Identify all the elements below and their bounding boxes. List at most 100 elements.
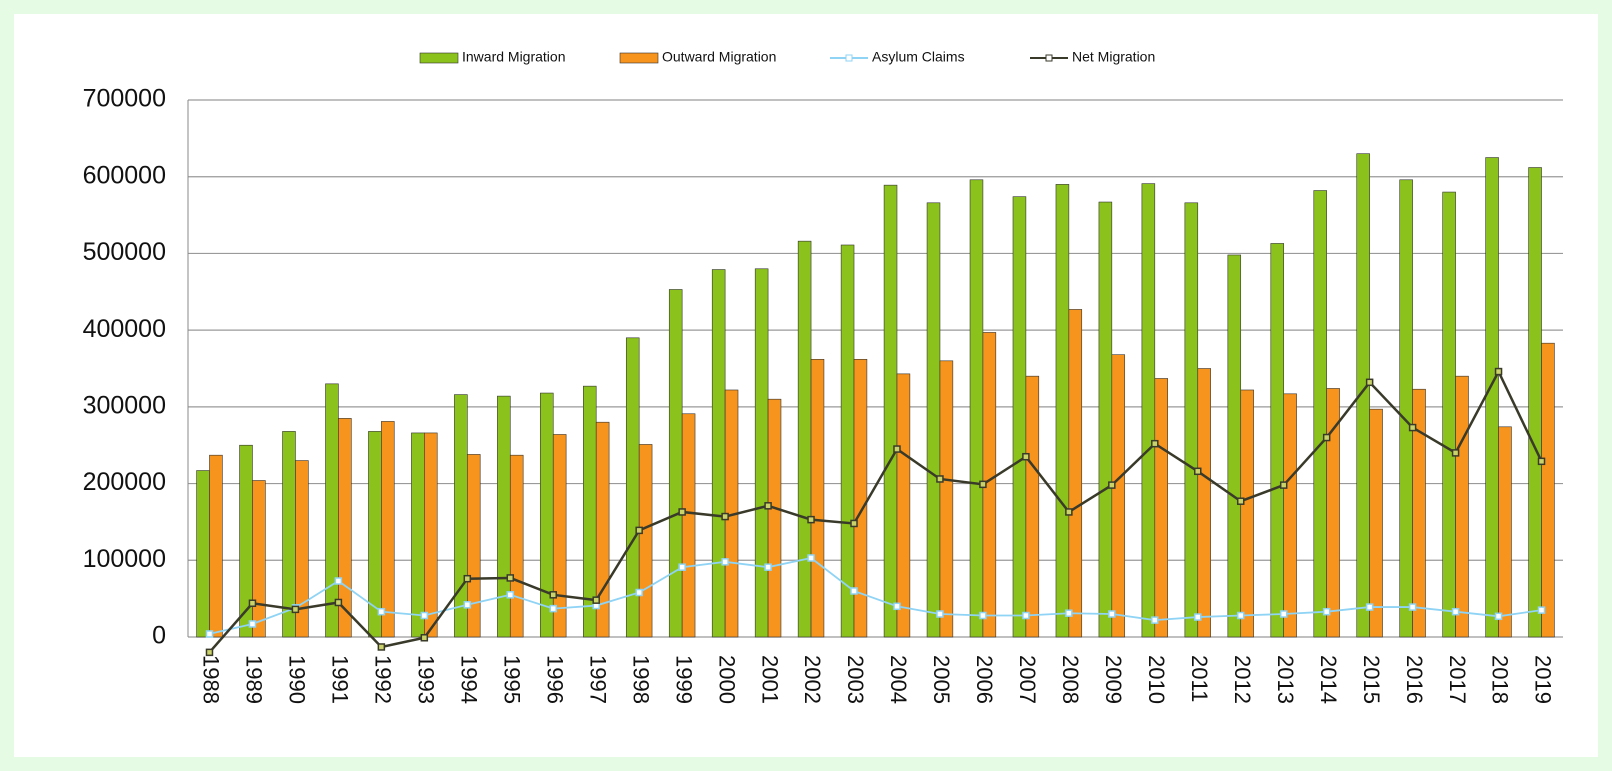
bar [411,432,425,638]
bar [797,240,812,638]
bar [209,454,223,638]
bar [896,373,911,638]
bar [883,184,898,638]
y-tick-label: 700000 [83,85,166,113]
bar [668,289,683,638]
marker [463,574,472,583]
x-tick-label: 2003 [843,655,868,704]
x-tick-label: 2006 [972,655,997,704]
marker [1451,607,1460,616]
marker [1451,449,1460,457]
bar [466,454,481,638]
bar [1025,375,1040,638]
x-tick-label: 1988 [199,655,224,704]
marker [420,634,429,642]
bar [1399,179,1413,638]
y-tick-label: 300000 [83,391,166,419]
marker [721,558,729,566]
marker [678,508,686,516]
bar [1528,167,1542,638]
marker [205,648,214,657]
marker [979,480,987,489]
bar [239,444,253,638]
bar [1412,388,1426,638]
bar [711,269,726,638]
marker [893,445,901,453]
bar [454,394,468,638]
marker [807,515,815,524]
bar [1227,254,1242,638]
x-tick-label: 2019 [1531,655,1556,704]
marker [1365,378,1374,387]
x-tick-label: 1991 [328,655,353,704]
bar [939,360,954,638]
marker [1108,481,1116,489]
bar [424,432,438,638]
marker [1322,433,1331,442]
marker [1408,603,1417,611]
x-tick-label: 2011 [1187,655,1212,702]
bar [1068,309,1083,638]
marker [549,604,557,613]
x-tick-label: 2014 [1316,655,1341,704]
legend-swatch [419,52,459,64]
marker [635,526,643,535]
bar [295,460,309,638]
y-tick-label: 400000 [83,315,166,343]
marker [1022,611,1030,620]
marker [1194,613,1202,621]
x-tick-label: 2012 [1230,655,1255,704]
bar [1485,157,1499,638]
x-tick-label: 2018 [1488,655,1513,704]
bar [926,202,941,638]
bar [1055,184,1070,638]
bar [681,413,696,638]
marker [377,643,386,651]
marker [334,577,343,585]
x-tick-label: 2017 [1445,655,1470,704]
bar [1184,202,1199,638]
marker [1365,603,1374,611]
bar [1356,153,1370,638]
marker [420,611,429,620]
marker [1151,616,1159,624]
x-tick-label: 1993 [414,655,439,704]
legend-marker [1045,54,1053,62]
marker [334,598,343,607]
marker [506,591,515,599]
legend-label: Asylum Claims [872,49,965,65]
marker [1236,611,1245,620]
bar [1442,191,1456,638]
marker [248,599,257,607]
bar [196,470,210,638]
x-tick-label: 2005 [929,655,954,704]
marker [1322,607,1331,616]
x-tick-label: 2009 [1101,655,1126,704]
bar [540,392,554,638]
x-tick-label: 1996 [542,655,567,704]
marker [1279,610,1288,618]
bar [1455,375,1469,638]
bar [1111,354,1126,638]
x-tick-label: 1995 [499,655,524,704]
marker [850,587,858,595]
marker [377,607,386,616]
y-tick-label: 200000 [83,468,166,496]
marker [635,588,643,597]
marker [1537,457,1546,466]
bar [1283,393,1297,638]
marker [893,602,901,611]
marker [549,591,557,599]
marker [1236,497,1245,505]
bar [1154,378,1168,638]
marker [592,596,600,604]
bar [840,244,855,638]
x-tick-label: 2000 [714,655,739,704]
bar [1498,426,1512,638]
legend-label: Inward Migration [462,49,566,65]
y-tick-label: 500000 [83,238,166,266]
x-tick-label: 2004 [886,655,911,704]
marker [1065,609,1073,617]
marker [1065,508,1073,516]
